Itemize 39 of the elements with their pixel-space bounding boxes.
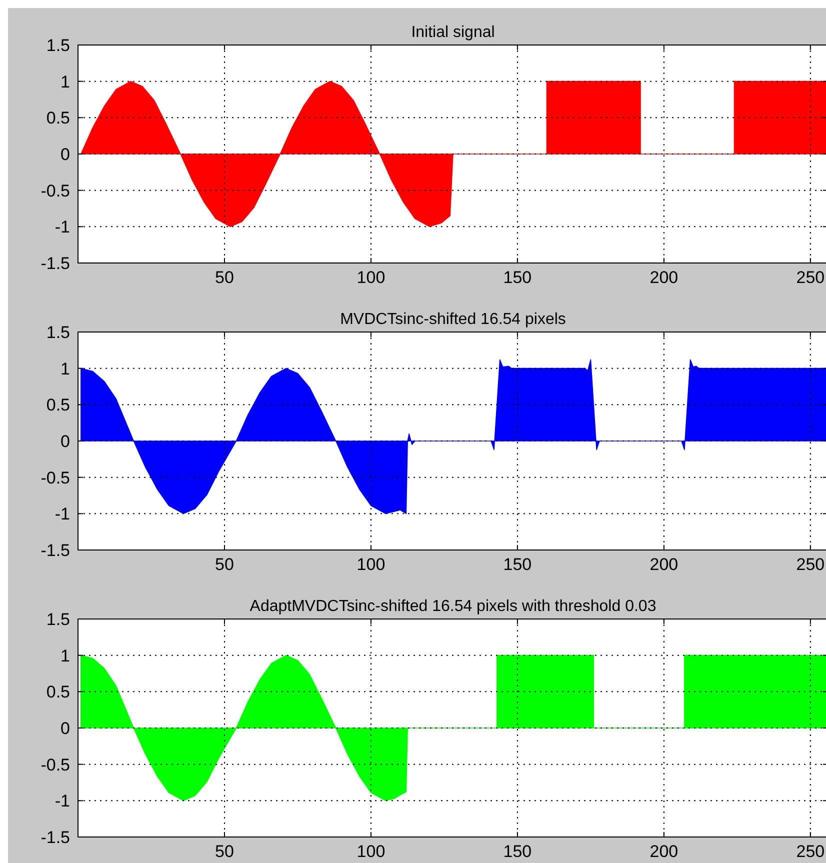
y-tick-label: -0.5 <box>40 755 70 774</box>
y-tick-label: -1.5 <box>40 540 70 560</box>
y-tick-label: -1.5 <box>40 254 70 273</box>
chart-title: Initial signal <box>411 24 495 41</box>
y-tick-label: -1.5 <box>40 828 70 847</box>
y-tick-label: -0.5 <box>40 181 70 200</box>
x-tick-label: 150 <box>503 555 532 574</box>
y-tick-label: -1 <box>54 218 70 237</box>
x-tick-label: 250 <box>796 555 825 574</box>
y-tick-label: 1 <box>60 646 70 666</box>
x-tick-label: 200 <box>650 842 678 861</box>
chart-title: AdaptMVDCTsinc-shifted 16.54 pixels with threshold 0.03 <box>250 598 656 615</box>
y-tick-label: 1 <box>60 72 70 92</box>
y-tick-label: 0 <box>60 432 70 451</box>
x-tick-label: 100 <box>356 842 386 861</box>
x-tick-label: 150 <box>503 842 532 861</box>
y-tick-label: 0 <box>60 718 70 738</box>
y-tick-label: 1.5 <box>46 610 70 629</box>
y-tick-label: 1 <box>60 359 70 378</box>
y-tick-label: 0.5 <box>46 108 70 128</box>
y-tick-label: 0.5 <box>46 682 70 702</box>
x-tick-label: 250 <box>796 842 825 861</box>
x-tick-label: 100 <box>356 268 386 287</box>
x-tick-label: 200 <box>650 555 678 574</box>
y-tick-label: -1 <box>54 792 70 811</box>
x-tick-label: 150 <box>503 268 532 287</box>
y-tick-label: 0 <box>60 144 70 164</box>
chart-title: MVDCTsinc-shifted 16.54 pixels <box>340 311 566 328</box>
x-tick-label: 250 <box>796 268 825 287</box>
x-tick-label: 50 <box>215 555 234 574</box>
y-tick-label: -0.5 <box>40 468 70 488</box>
x-tick-label: 50 <box>215 842 234 861</box>
x-tick-label: 200 <box>650 268 678 287</box>
y-tick-label: 1.5 <box>46 322 70 342</box>
y-tick-label: 0.5 <box>46 396 70 415</box>
x-tick-label: 100 <box>356 555 386 574</box>
x-tick-label: 50 <box>215 268 234 287</box>
y-tick-label: -1 <box>54 504 70 524</box>
y-tick-label: 1.5 <box>46 36 70 55</box>
